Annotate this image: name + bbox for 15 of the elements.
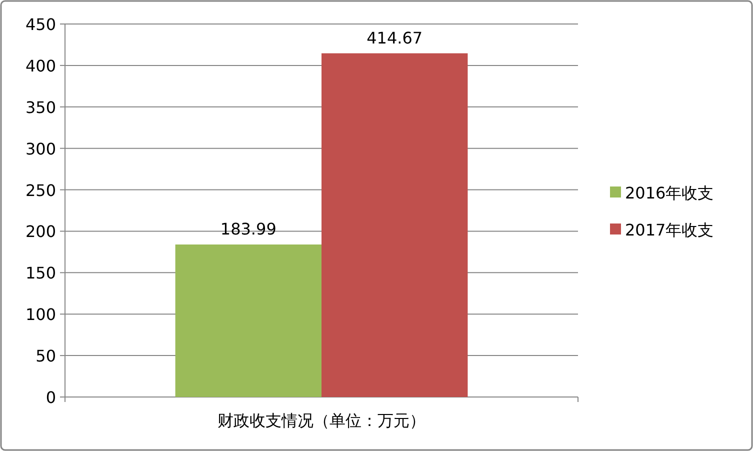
y-tick-label: 450 [25,15,56,34]
y-tick-label: 50 [36,346,56,366]
y-tick-label: 300 [25,139,56,158]
y-tick-label: 200 [25,222,56,242]
legend-label: 2017年收支 [625,220,714,240]
y-tick-label: 350 [25,98,56,117]
legend-label: 2016年收支 [625,184,714,202]
y-tick-label: 150 [25,264,56,283]
data-label: 414.67 [366,28,423,48]
y-tick-label: 100 [25,305,56,324]
data-label: 183.99 [220,219,276,238]
y-tick-label: 0 [46,388,56,407]
x-tick-label: 财政收支情况（单位：万元） [218,411,426,430]
y-tick-label: 250 [25,180,56,200]
y-tick-label: 400 [25,56,56,76]
